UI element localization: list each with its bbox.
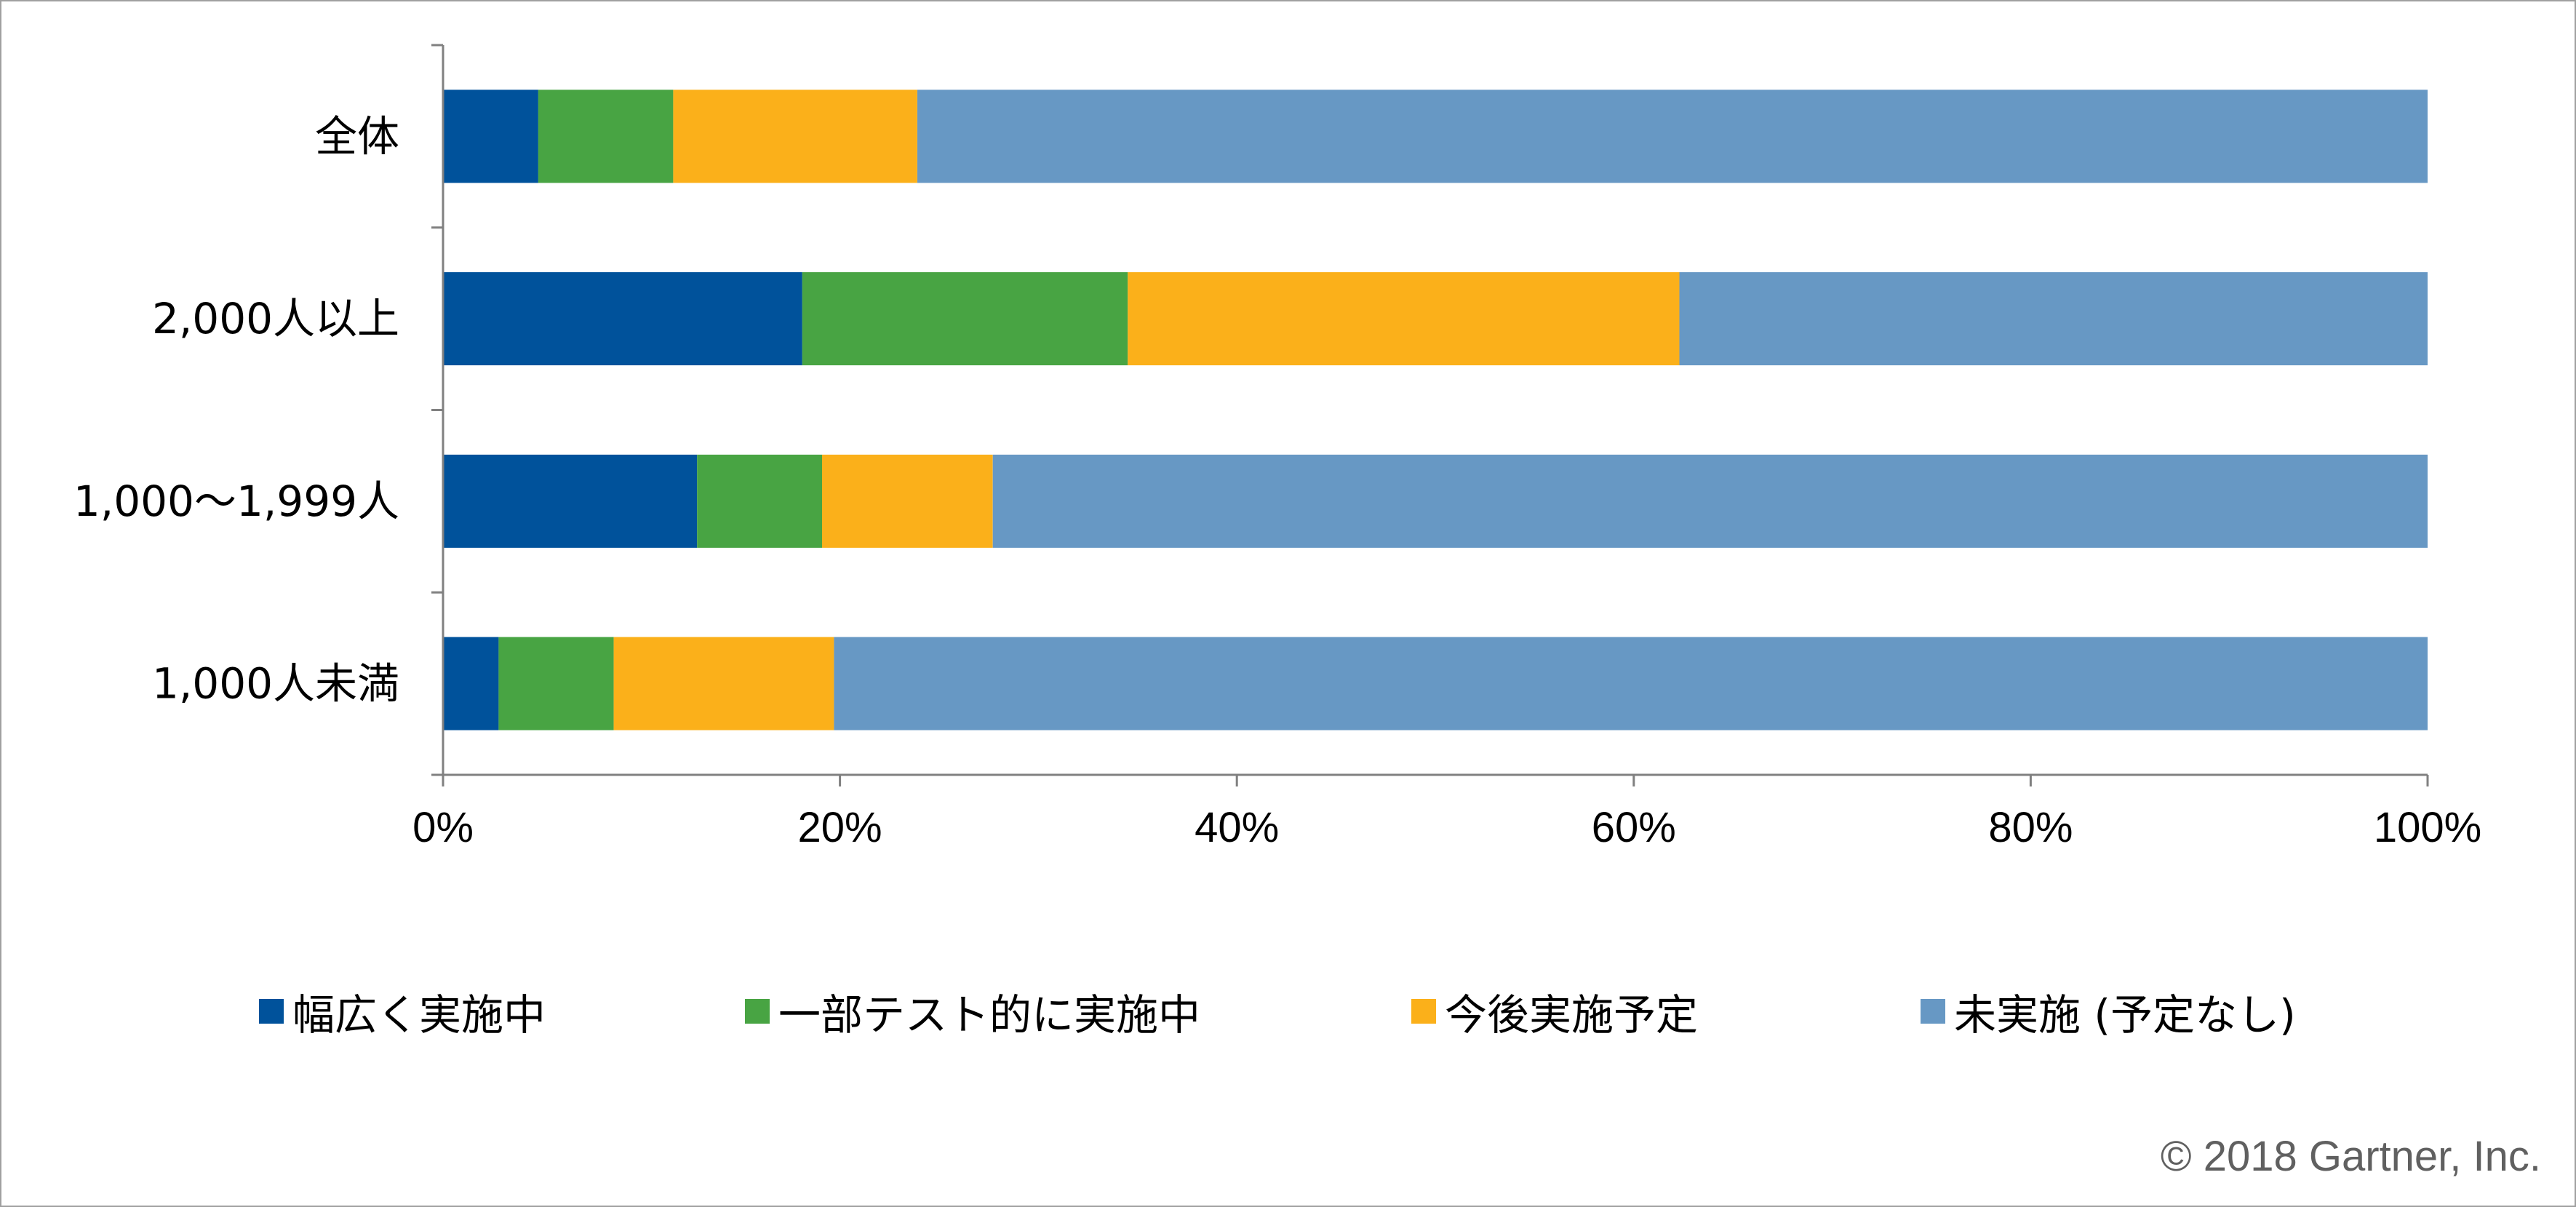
category-label-2: 1,000～1,999人 bbox=[73, 477, 399, 526]
category-label-1: 2,000人以上 bbox=[152, 294, 399, 343]
legend-item-not-implemented: 未実施 (予定なし) bbox=[1921, 982, 2296, 1040]
x-tick-label-1: 20% bbox=[798, 804, 882, 851]
bar-segment-3-1 bbox=[498, 637, 614, 730]
bar-segment-2-0 bbox=[443, 454, 698, 548]
legend-label-planned: 今後実施予定 bbox=[1445, 990, 1699, 1040]
bar-segment-1-1 bbox=[802, 272, 1128, 366]
labels-layer: 全体 2,000人以上 1,000～1,999人 1,000人未満 0% 20% 40% 60… bbox=[73, 111, 2481, 851]
x-tick-label-4: 80% bbox=[1988, 804, 2073, 851]
bar-segment-0-0 bbox=[443, 89, 538, 183]
legend-swatch-not-implemented bbox=[1921, 999, 1945, 1024]
legend-label-partial-test: 一部テスト的に実施中 bbox=[778, 990, 1201, 1040]
bar-segment-1-2 bbox=[1128, 272, 1680, 366]
legend-label-not-implemented: 未実施 (予定なし) bbox=[1954, 990, 2296, 1040]
copyright-notice: © 2018 Gartner, Inc. bbox=[2160, 1133, 2541, 1180]
x-tick-label-2: 40% bbox=[1195, 804, 1279, 851]
bar-segment-0-3 bbox=[917, 89, 2428, 183]
category-label-0: 全体 bbox=[315, 111, 399, 161]
legend-swatch-partial-test bbox=[745, 999, 770, 1024]
legend-swatch-planned bbox=[1411, 999, 1436, 1024]
legend-swatch-widely-implemented bbox=[259, 999, 284, 1024]
bar-segment-3-3 bbox=[834, 637, 2428, 730]
category-label-3: 1,000人未満 bbox=[152, 659, 399, 709]
x-tick-label-0: 0% bbox=[412, 804, 474, 851]
bar-segment-2-3 bbox=[992, 454, 2428, 548]
bars-layer bbox=[443, 89, 2428, 730]
bar-segment-1-0 bbox=[443, 272, 802, 366]
bar-segment-2-2 bbox=[822, 454, 993, 548]
legend-item-partial-test: 一部テスト的に実施中 bbox=[745, 982, 1200, 1040]
x-tick-label-5: 100% bbox=[2374, 804, 2481, 851]
bar-segment-3-0 bbox=[443, 637, 499, 730]
bar-segment-1-3 bbox=[1679, 272, 2428, 366]
x-tick-label-3: 60% bbox=[1592, 804, 1676, 851]
bar-segment-3-2 bbox=[613, 637, 834, 730]
bar-segment-0-1 bbox=[538, 89, 674, 183]
legend-label-widely-implemented: 幅広く実施中 bbox=[292, 990, 546, 1040]
bar-segment-2-1 bbox=[697, 454, 823, 548]
legend-item-planned: 今後実施予定 bbox=[1411, 982, 1698, 1040]
legend-item-widely-implemented: 幅広く実施中 bbox=[259, 982, 546, 1040]
axes-layer bbox=[431, 44, 2429, 786]
bar-segment-0-2 bbox=[673, 89, 917, 183]
legend: 幅広く実施中 一部テスト的に実施中 今後実施予定 未実施 (予定なし) bbox=[0, 982, 2576, 1040]
